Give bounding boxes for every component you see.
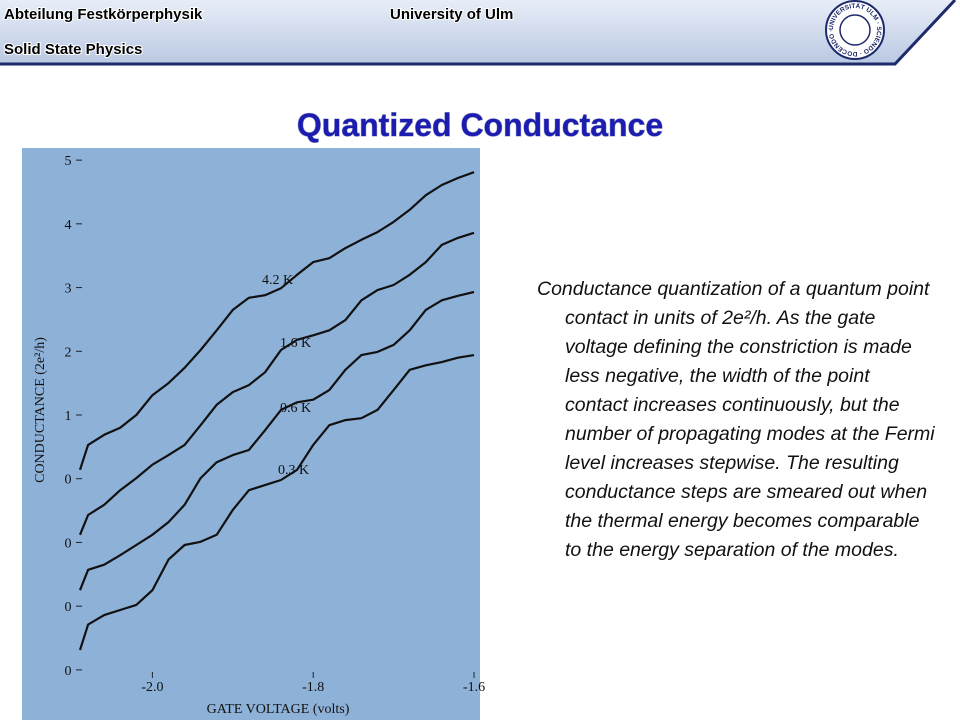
curve-label: 0.3 K — [278, 463, 309, 478]
y-tick-label: 3 — [65, 282, 72, 297]
x-tick-label: -2.0 — [141, 680, 163, 695]
header-subtitle: Solid State Physics — [4, 41, 142, 58]
y-tick-label: 0 — [65, 473, 72, 488]
x-tick-label: -1.8 — [302, 680, 324, 695]
y-tick-label: 5 — [65, 154, 72, 169]
y-tick-label: 0 — [65, 600, 72, 615]
x-axis-label: GATE VOLTAGE (volts) — [207, 702, 350, 717]
header-band — [0, 0, 955, 64]
conductance-curve — [78, 171, 475, 471]
curve-label: 4.2 K — [262, 273, 293, 288]
y-tick-label: 2 — [65, 345, 72, 360]
y-tick-label: 0 — [65, 664, 72, 679]
y-tick-label: 0 — [65, 536, 72, 551]
plot-background — [22, 148, 480, 720]
x-tick-label: -1.6 — [463, 680, 485, 695]
y-axis-label: CONDUCTANCE (2e²/h) — [33, 337, 48, 483]
conductance-curve — [78, 354, 475, 651]
curve-label: 0.6 K — [280, 401, 311, 416]
header-rule — [0, 0, 957, 66]
department: Abteilung Festkörperphysik — [4, 6, 203, 23]
curve-label: 1.6 K — [280, 336, 311, 351]
logo-inner — [839, 14, 871, 46]
logo — [825, 0, 885, 60]
conductance-curve — [78, 290, 475, 591]
university: University of Ulm — [390, 6, 513, 23]
figure: 0 0 0 0 1 2 3 4 5 -2.0 -1.8 -1.6 GATE VOLTAGE (volts… — [22, 148, 485, 720]
conductance-curve — [78, 231, 475, 536]
slide-title: Quantized Conductance — [297, 107, 663, 143]
y-tick-label: 4 — [65, 218, 72, 233]
caption: Conductance quantization of a quantum po… — [537, 278, 935, 561]
y-tick-label: 1 — [65, 409, 72, 424]
